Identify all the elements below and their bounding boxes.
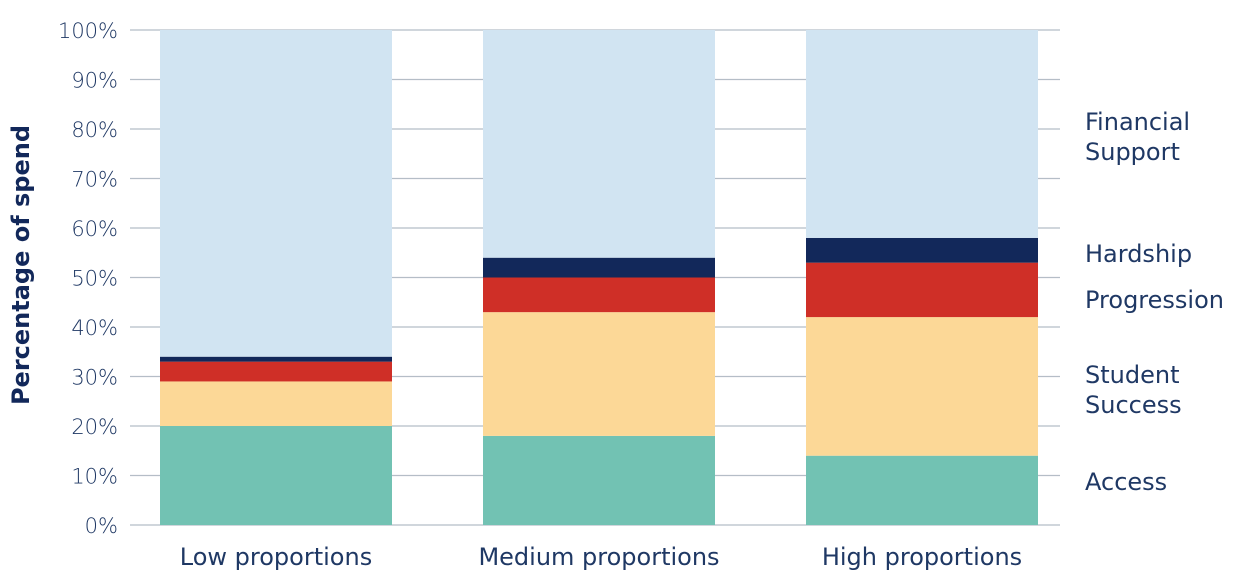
x-category-label: High proportions bbox=[822, 543, 1022, 571]
bar-segment bbox=[806, 262, 1038, 318]
y-tick-label: 100% bbox=[58, 19, 118, 43]
legend-label: Support bbox=[1085, 138, 1180, 166]
y-axis-ticks: 0% 10% 20% 30% 40% 50% 60% 70% 80% 90% 100% bbox=[58, 19, 118, 538]
bar-segment bbox=[483, 277, 715, 313]
legend-label: Progression bbox=[1085, 286, 1224, 314]
y-tick-label: 90% bbox=[71, 69, 118, 93]
legend-label: Financial bbox=[1085, 108, 1190, 136]
bar-segment bbox=[160, 356, 392, 362]
bar-segment bbox=[483, 257, 715, 278]
x-category-label: Low proportions bbox=[180, 543, 372, 571]
bar-segment bbox=[160, 381, 392, 426]
bar-segment bbox=[806, 30, 1038, 238]
y-tick-label: 60% bbox=[71, 217, 118, 241]
legend-label: Success bbox=[1085, 391, 1182, 419]
legend-label: Hardship bbox=[1085, 240, 1192, 268]
y-axis-title: Percentage of spend bbox=[7, 125, 35, 405]
y-tick-label: 40% bbox=[71, 316, 118, 340]
bar-segment bbox=[160, 30, 392, 357]
bar-segment bbox=[806, 455, 1038, 525]
x-category-label: Medium proportions bbox=[478, 543, 719, 571]
y-tick-label: 10% bbox=[71, 465, 118, 489]
x-axis-categories: Low proportions Medium proportions High pr… bbox=[180, 543, 1022, 571]
y-tick-label: 20% bbox=[71, 415, 118, 439]
bar-segment bbox=[806, 237, 1038, 263]
bar-segment bbox=[483, 312, 715, 436]
bar-segment bbox=[806, 317, 1038, 456]
bar-segment bbox=[483, 30, 715, 258]
y-tick-label: 0% bbox=[85, 514, 118, 538]
bar-segment bbox=[483, 435, 715, 525]
y-tick-label: 30% bbox=[71, 366, 118, 390]
y-tick-label: 50% bbox=[71, 267, 118, 291]
bar-segment bbox=[160, 426, 392, 525]
legend-label: Student bbox=[1085, 361, 1179, 389]
legend-label: Access bbox=[1085, 468, 1167, 496]
y-tick-label: 70% bbox=[71, 168, 118, 192]
bars bbox=[160, 30, 1038, 525]
bar-segment bbox=[160, 361, 392, 382]
y-tick-label: 80% bbox=[71, 118, 118, 142]
